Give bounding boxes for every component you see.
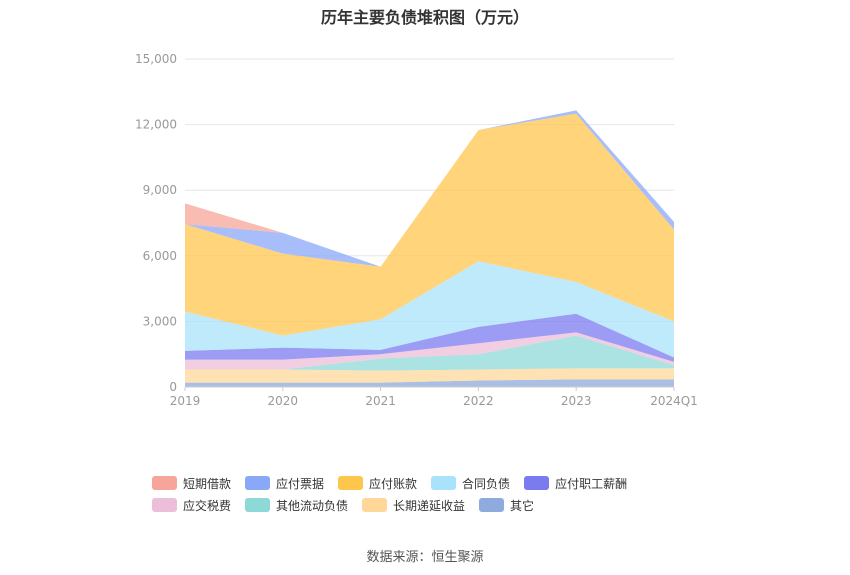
- legend-label: 应付职工薪酬: [555, 476, 628, 491]
- area-series: [185, 332, 674, 370]
- area-series: [185, 113, 674, 336]
- x-tick-label: 2021: [365, 394, 396, 408]
- legend-swatch: [152, 498, 177, 512]
- area-series: [185, 335, 674, 371]
- legend-swatch: [245, 476, 271, 490]
- axis-group: 0 3,000 6,000 9,000 12,000 15,000 2019 2020 2021…: [135, 52, 698, 408]
- legend-item[interactable]: 应付票据: [245, 472, 324, 494]
- legend-label: 其他流动负债: [276, 498, 349, 513]
- y-tick-label: 9,000: [143, 183, 177, 197]
- x-tick-label: 2020: [268, 394, 299, 408]
- y-tick-label: 12,000: [135, 118, 177, 132]
- legend-item[interactable]: 应付职工薪酬: [524, 472, 627, 494]
- x-tick-label: 2024Q1: [650, 394, 698, 408]
- area-series: [185, 313, 674, 362]
- legend-swatch: [245, 498, 271, 512]
- legend-label: 应付账款: [369, 476, 418, 491]
- legend: 短期借款 应付票据 应付账款 合同负债 应付职工薪酬应交税费 其他流动负债 长期递延收益 其它: [152, 472, 732, 516]
- x-tick-label: 2019: [170, 394, 201, 408]
- chart-title: 历年主要负债堆积图（万元）: [320, 8, 529, 27]
- chart-plot: 0 3,000 6,000 9,000 12,000 15,000 2019 2020 2021…: [135, 52, 698, 408]
- legend-swatch: [338, 476, 364, 490]
- legend-label: 其它: [510, 498, 535, 513]
- y-tick-label: 15,000: [135, 52, 177, 66]
- legend-label: 长期递延收益: [393, 498, 466, 513]
- legend-label: 应付票据: [276, 476, 325, 491]
- y-tick-label: 6,000: [143, 249, 177, 263]
- legend-swatch: [362, 498, 388, 512]
- area-series-group: [185, 110, 674, 387]
- legend-swatch: [479, 498, 505, 512]
- legend-label: 应交税费: [183, 498, 232, 513]
- legend-item[interactable]: 长期递延收益: [362, 494, 465, 516]
- x-tick-label: 2023: [561, 394, 592, 408]
- area-series: [185, 368, 674, 383]
- legend-swatch: [152, 476, 177, 490]
- legend-label: 合同负债: [462, 476, 511, 491]
- legend-item[interactable]: 其它: [479, 494, 534, 516]
- x-tick-label: 2022: [463, 394, 494, 408]
- legend-item[interactable]: 短期借款: [152, 472, 231, 494]
- legend-swatch: [431, 476, 457, 490]
- area-series: [185, 261, 674, 358]
- legend-label: 短期借款: [183, 476, 232, 491]
- data-source: 数据来源：恒生聚源: [366, 550, 484, 565]
- y-tick-label: 0: [169, 380, 177, 394]
- y-tick-label: 3,000: [143, 314, 177, 328]
- legend-item[interactable]: 合同负债: [431, 472, 510, 494]
- area-series: [185, 379, 674, 387]
- legend-item[interactable]: 其他流动负债: [245, 494, 348, 516]
- legend-item[interactable]: 应付账款: [338, 472, 417, 494]
- legend-swatch: [524, 476, 550, 490]
- legend-item[interactable]: 应交税费: [152, 494, 231, 516]
